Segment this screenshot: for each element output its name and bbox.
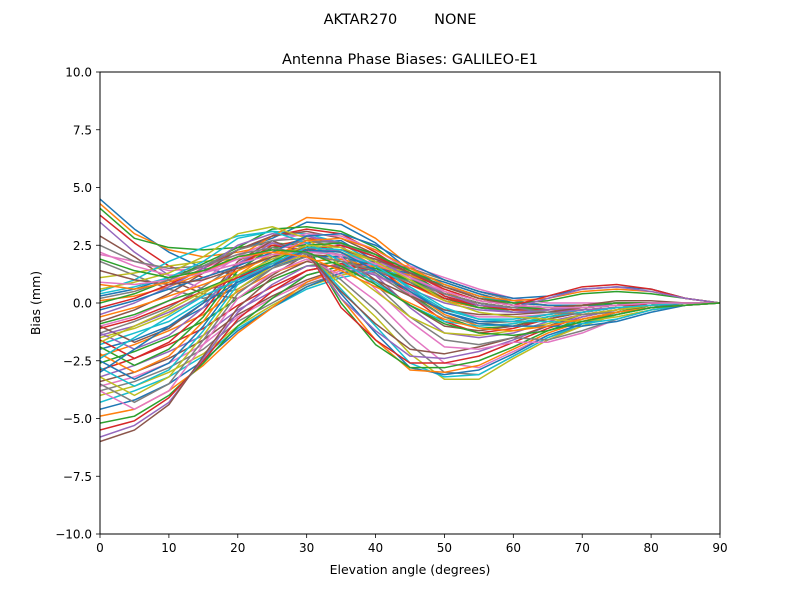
y-tick-label: −5.0 <box>63 412 92 426</box>
y-tick-label: −10.0 <box>55 528 92 542</box>
y-tick-label: −7.5 <box>63 470 92 484</box>
series-line-52 <box>100 237 720 318</box>
y-tick-label: −2.5 <box>63 354 92 368</box>
x-tick-label: 60 <box>506 541 521 555</box>
series-line-61 <box>100 249 720 373</box>
series-line-51 <box>100 232 720 311</box>
y-tick-label: 0.0 <box>73 297 92 311</box>
series-line-57 <box>100 251 720 309</box>
x-tick-label: 90 <box>712 541 727 555</box>
series-line-53 <box>100 242 720 325</box>
series-line-63 <box>100 249 720 337</box>
y-tick-label: 10.0 <box>65 66 92 80</box>
y-tick-label: 2.5 <box>73 239 92 253</box>
series-line-49 <box>100 226 720 337</box>
x-tick-label: 80 <box>643 541 658 555</box>
chart-title: Antenna Phase Biases: GALILEO-E1 <box>282 52 538 68</box>
x-tick-label: 0 <box>96 541 104 555</box>
x-axis-ticks: 0 10 20 30 40 50 60 70 80 90 <box>96 534 728 555</box>
suptitle: AKTAR270 NONE <box>324 12 477 28</box>
x-tick-label: 50 <box>437 541 452 555</box>
y-axis-ticks: −10.0 −7.5 −5.0 −2.5 0.0 2.5 5.0 7.5 10.0 <box>55 66 100 542</box>
series-line-56 <box>100 246 720 309</box>
series-line-60 <box>100 246 720 360</box>
x-tick-label: 20 <box>230 541 245 555</box>
x-axis-label: Elevation angle (degrees) <box>330 562 491 577</box>
x-tick-label: 40 <box>368 541 383 555</box>
x-tick-label: 70 <box>575 541 590 555</box>
series-layer <box>100 198 720 443</box>
plot-area <box>99 71 721 535</box>
series-line-59 <box>100 244 720 343</box>
y-tick-label: 5.0 <box>73 181 92 195</box>
x-tick-label: 10 <box>161 541 176 555</box>
y-tick-label: 7.5 <box>73 123 92 137</box>
y-axis-label: Bias (mm) <box>28 271 43 335</box>
x-tick-label: 30 <box>299 541 314 555</box>
